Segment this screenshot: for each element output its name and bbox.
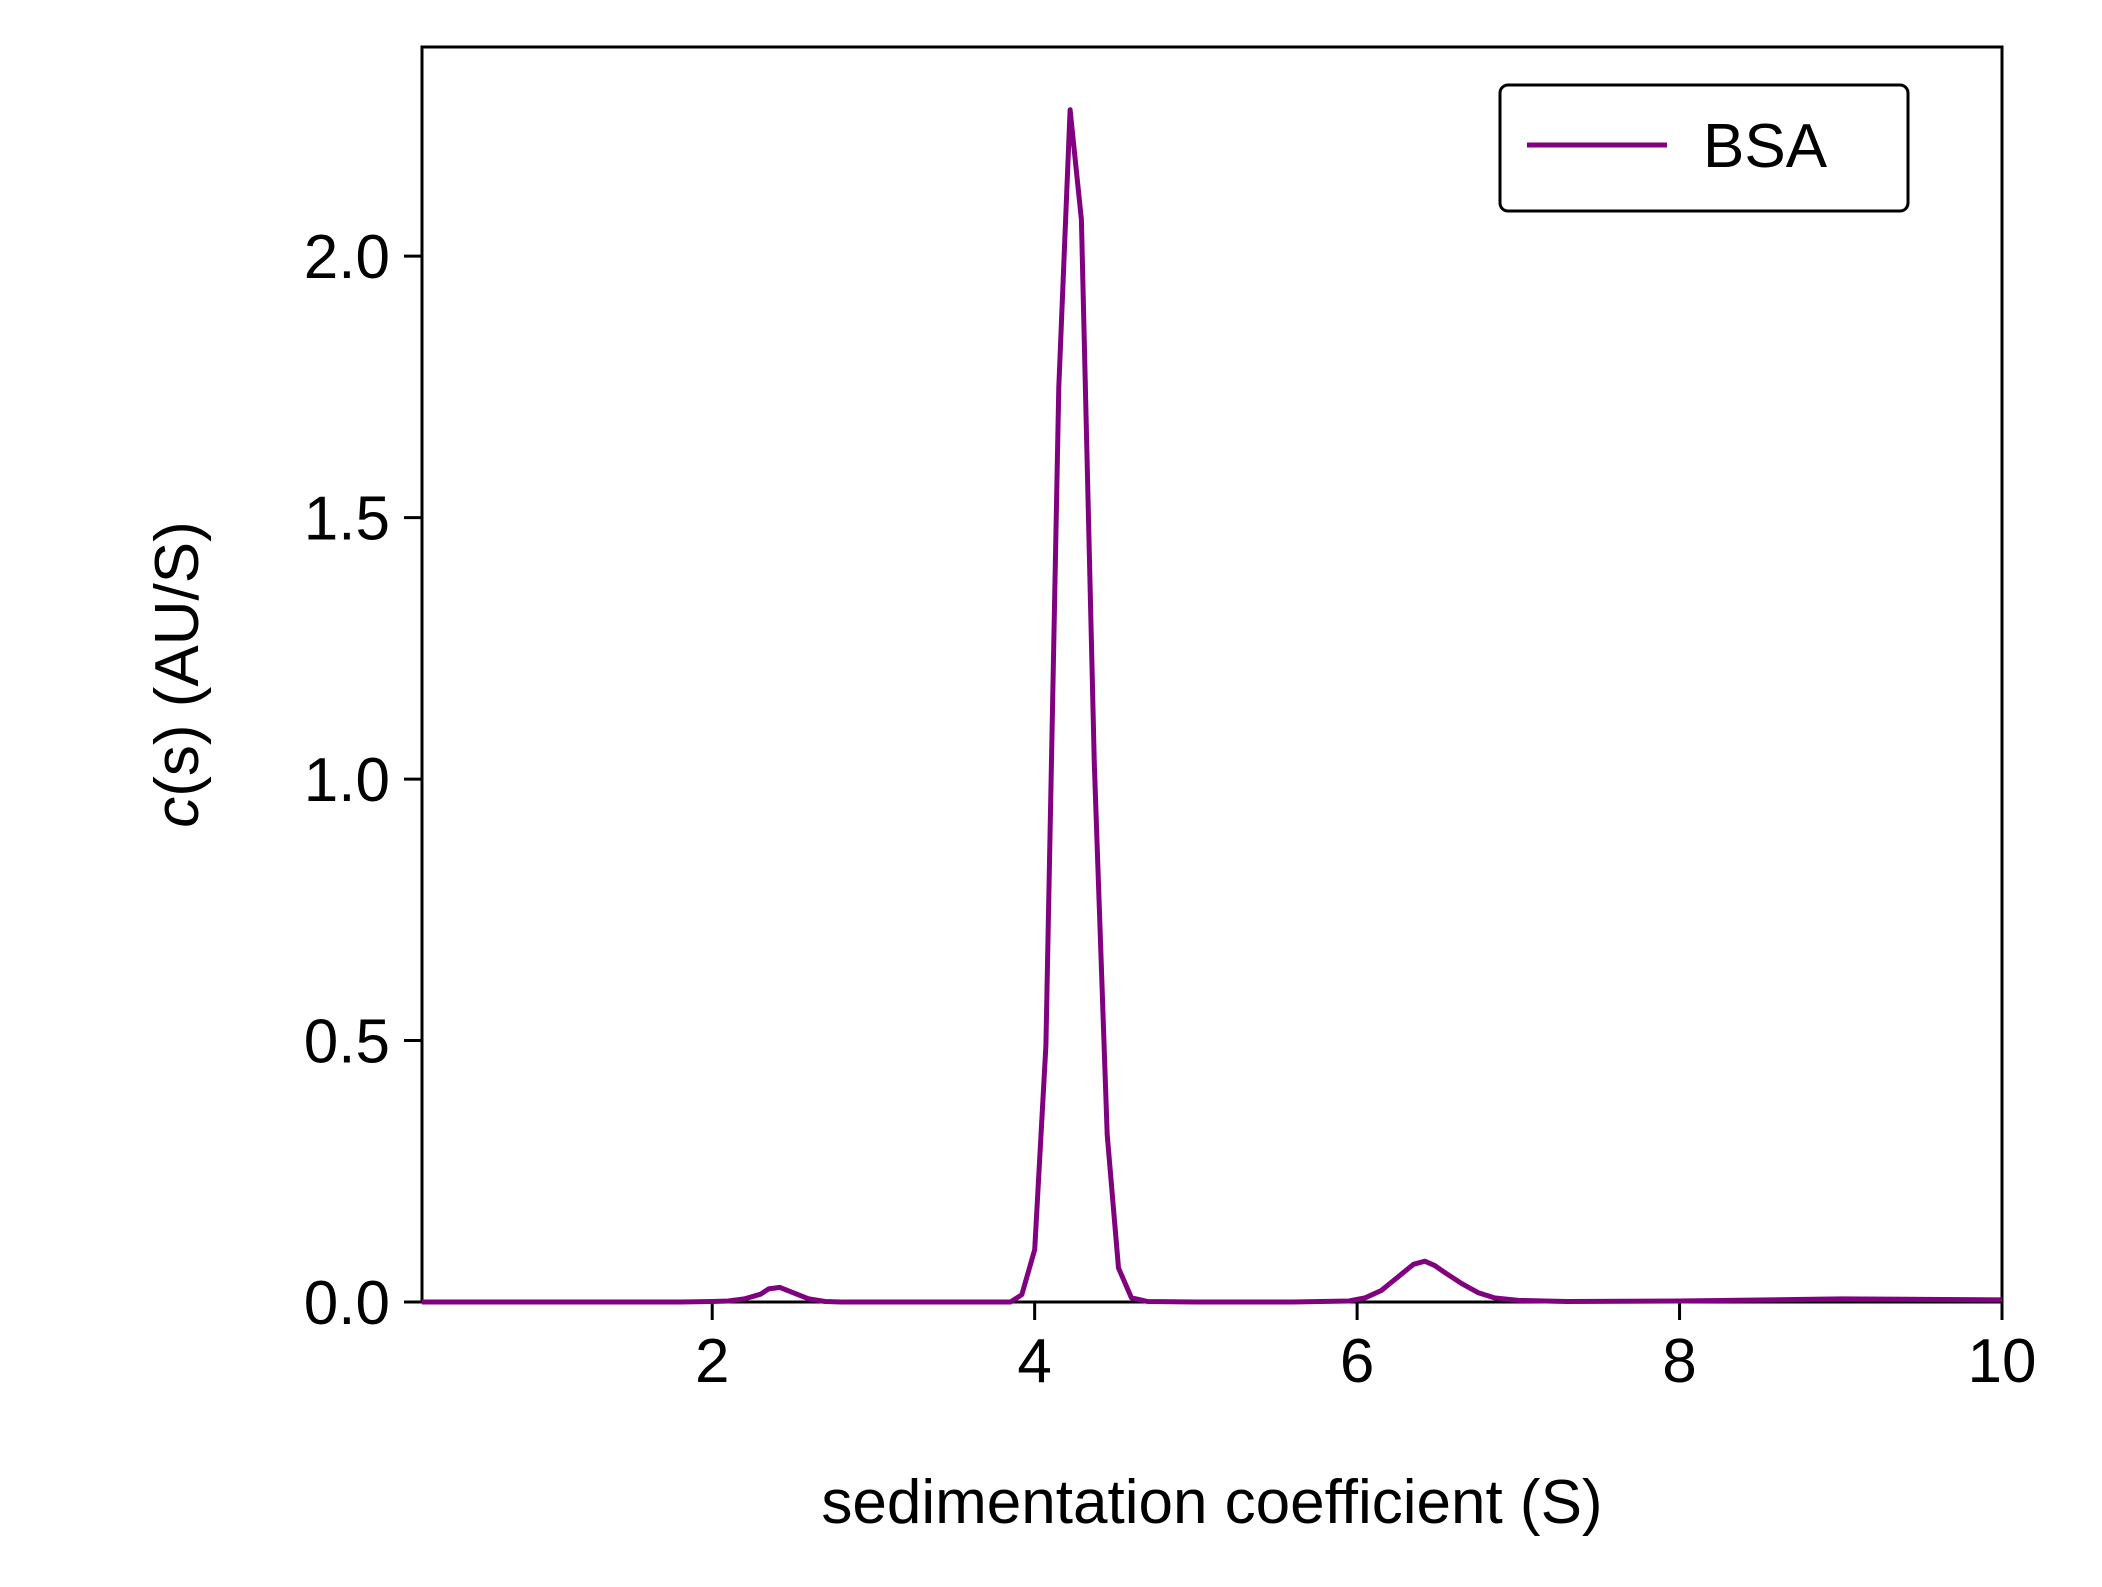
legend-label-bsa: BSA: [1703, 112, 1828, 181]
y-tick-label: 0.5: [304, 1008, 390, 1077]
x-tick-label: 10: [1968, 1327, 2037, 1396]
x-axis-ticks: 2 4 6 8 10: [695, 1302, 2037, 1396]
x-tick-label: 8: [1662, 1327, 1696, 1396]
y-tick-label: 0.0: [304, 1269, 390, 1338]
x-tick-label: 2: [695, 1327, 729, 1396]
legend-box: [1498, 83, 1910, 213]
y-tick-label: 1.0: [304, 746, 390, 815]
series-lines: [422, 107, 2003, 1305]
x-axis-label: sedimentation coefficient (S): [821, 1468, 1602, 1537]
legend: BSA: [1498, 83, 1910, 213]
plot-area-frame: [420, 45, 2004, 1304]
y-tick-label: 2.0: [304, 223, 390, 292]
y-axis-label: c(s) (AU/S): [143, 521, 212, 828]
y-axis-label-rest: (s) (AU/S): [143, 521, 212, 797]
x-tick-label: 4: [1017, 1327, 1051, 1396]
x-tick-label: 6: [1340, 1327, 1374, 1396]
series-line-bsa: [422, 107, 2003, 1305]
y-axis-label-italic: c: [143, 797, 212, 828]
y-axis-ticks: 0.0 0.5 1.0 1.5 2.0: [304, 223, 422, 1338]
y-tick-label: 1.5: [304, 485, 390, 554]
